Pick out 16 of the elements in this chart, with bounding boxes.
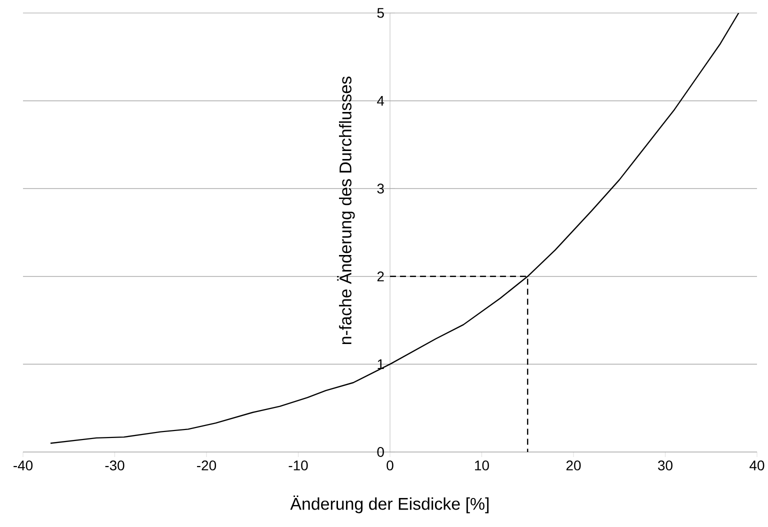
y-tick-label: 3 bbox=[377, 184, 384, 194]
x-tick-label: 40 bbox=[750, 460, 764, 470]
x-tick-label: -30 bbox=[105, 460, 124, 470]
y-tick-label: 2 bbox=[377, 272, 384, 282]
y-axis-title: n-fache Änderung des Durchflusses bbox=[337, 76, 355, 344]
x-tick-label: -40 bbox=[14, 460, 33, 470]
x-tick-label: 10 bbox=[475, 460, 489, 470]
y-tick-label: 4 bbox=[377, 96, 384, 106]
x-tick-label: 0 bbox=[386, 460, 394, 470]
x-tick-label: -20 bbox=[197, 460, 216, 470]
x-tick-label: 30 bbox=[658, 460, 672, 470]
y-tick-label: 5 bbox=[377, 8, 384, 18]
x-tick-label: 20 bbox=[566, 460, 581, 470]
x-tick-label: -10 bbox=[288, 460, 308, 470]
y-tick-label: 0 bbox=[377, 447, 384, 457]
x-axis-title: Änderung der Eisdicke [%] bbox=[290, 496, 489, 514]
